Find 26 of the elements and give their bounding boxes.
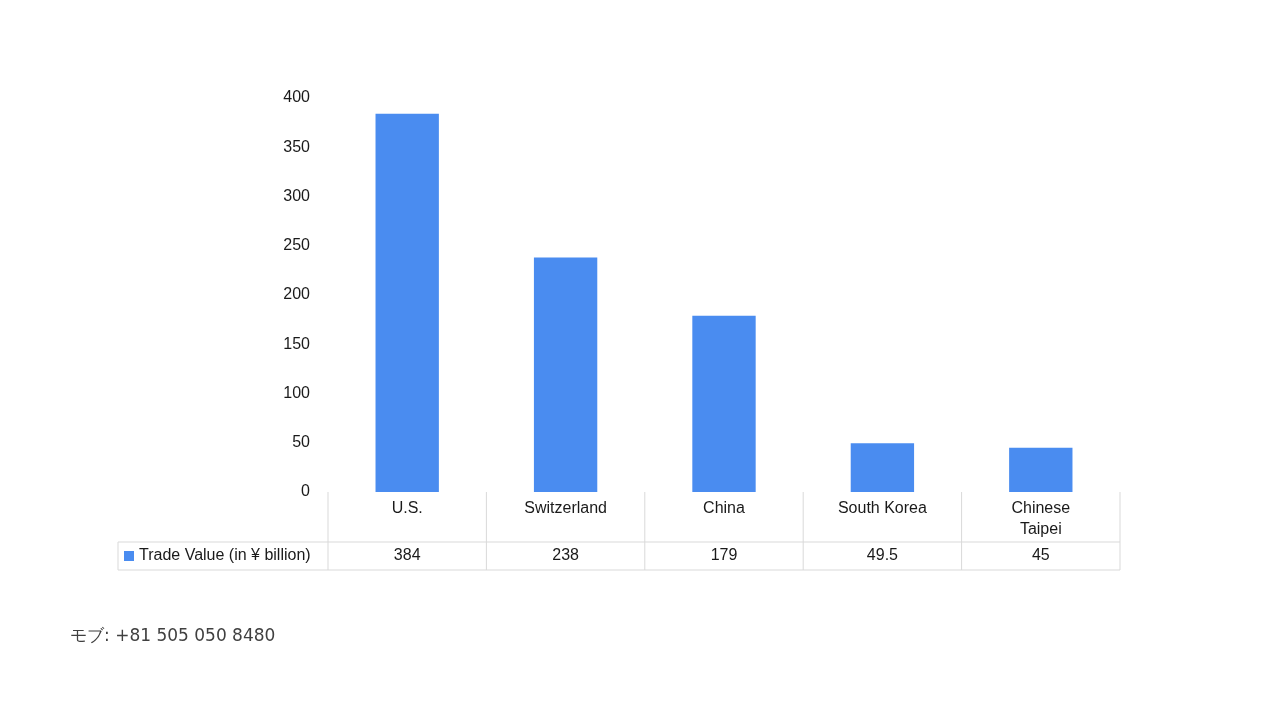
bar (692, 315, 756, 492)
data-label: 384 (393, 546, 421, 564)
data-label: 238 (552, 546, 580, 564)
legend-label: Trade Value (in ¥ billion) (139, 546, 311, 564)
text: モブ: +81 505 050 8480 (70, 624, 276, 647)
data-label: 45 (1031, 546, 1050, 564)
bar (375, 113, 439, 492)
y-tick-label: 0 (301, 482, 311, 500)
y-tick-label: 300 (283, 186, 311, 204)
y-tick-label: 100 (283, 383, 311, 401)
bar (533, 257, 598, 492)
y-tick-label: 200 (283, 285, 311, 303)
y-tick-label: 50 (292, 433, 311, 451)
y-tick-label: 150 (283, 334, 311, 352)
x-tick-label: U.S. (391, 499, 423, 517)
y-tick-label: 350 (283, 137, 311, 155)
y-tick-label: 250 (283, 236, 311, 254)
x-tick-label: South Korea (837, 499, 927, 517)
x-tick-label: Chinese Taipei (1011, 499, 1071, 538)
x-tick-label: Switzerland (524, 499, 607, 517)
bar (1009, 447, 1073, 492)
bar (850, 443, 915, 492)
data-label: 49.5 (866, 546, 899, 564)
x-tick-label: China (703, 499, 745, 517)
y-tick-label: 400 (283, 88, 311, 106)
data-label: 179 (710, 546, 738, 564)
